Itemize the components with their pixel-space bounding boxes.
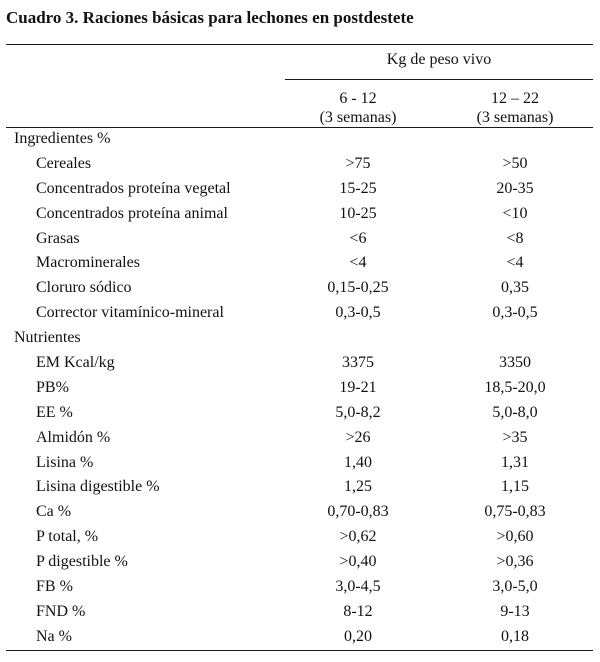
table-row: Lisina digestible % 1,25 1,15 — [6, 475, 593, 500]
value-6-12: 3,0-4,5 — [335, 578, 381, 596]
value-12-22: 3,0-5,0 — [492, 578, 538, 596]
row-label: Lisina digestible % — [36, 478, 160, 496]
row-label: Ca % — [36, 503, 72, 521]
table-row: Grasas <6 <8 — [6, 227, 593, 252]
row-label: Cloruro sódico — [36, 279, 132, 297]
value-6-12: >26 — [345, 428, 371, 446]
value-6-12: 5,0-8,2 — [335, 403, 381, 421]
table-row: EE % 5,0-8,2 5,0-8,0 — [6, 401, 593, 426]
row-label: Grasas — [36, 229, 80, 247]
value-6-12: 3375 — [342, 354, 374, 372]
top-rule — [6, 44, 593, 45]
header-rule — [6, 127, 593, 128]
value-6-12: 15-25 — [339, 179, 377, 197]
row-label: Macrominerales — [36, 254, 140, 272]
column-group-header: Kg de peso vivo — [386, 51, 492, 68]
value-6-12: 1,25 — [344, 478, 372, 496]
bottom-rule — [6, 650, 593, 651]
table-row: P digestible % >0,40 >0,36 — [6, 550, 593, 575]
table-row: Concentrados proteína animal 10-25 <10 — [6, 202, 593, 227]
table-row: Corrector vitamínico-mineral 0,3-0,5 0,3-0… — [6, 301, 593, 326]
value-6-12: >0,62 — [339, 528, 377, 546]
row-label: EM Kcal/kg — [36, 354, 115, 372]
value-12-22: 18,5-20,0 — [484, 378, 546, 396]
column-header-duration: (3 semanas) — [476, 109, 554, 126]
table-row: Macrominerales <4 <4 — [6, 251, 593, 276]
column-header-range: 12 – 22 — [491, 90, 539, 107]
section-label: Ingredientes % — [14, 130, 111, 147]
row-label: EE % — [36, 403, 73, 421]
table-row: Na % 0,20 0,18 — [6, 625, 593, 650]
row-label: PB% — [36, 378, 69, 396]
table-row: Cereales >75 >50 — [6, 152, 593, 177]
value-6-12: 0,15-0,25 — [327, 279, 389, 297]
table-row: FND % 8-12 9-13 — [6, 600, 593, 625]
table-row: Ca % 0,70-0,83 0,75-0,83 — [6, 500, 593, 525]
value-12-22: >0,36 — [496, 553, 534, 571]
value-12-22: >0,60 — [496, 528, 534, 546]
value-12-22: 1,15 — [501, 478, 529, 496]
value-6-12: 8-12 — [343, 602, 373, 620]
value-12-22: 5,0-8,0 — [492, 403, 538, 421]
table-row: Lisina % 1,40 1,31 — [6, 451, 593, 476]
table-row: PB% 19-21 18,5-20,0 — [6, 376, 593, 401]
value-6-12: 0,20 — [344, 627, 372, 645]
section-label: Nutrientes — [14, 329, 81, 347]
table-row: EM Kcal/kg 3375 3350 — [6, 351, 593, 376]
row-label: Na % — [36, 627, 72, 645]
row-label: Concentrados proteína vegetal — [36, 179, 231, 197]
row-label: FND % — [36, 602, 86, 620]
value-12-22: <4 — [506, 254, 524, 272]
value-6-12: <4 — [349, 254, 367, 272]
table-row: Cloruro sódico 0,15-0,25 0,35 — [6, 276, 593, 301]
value-12-22: <10 — [502, 204, 528, 222]
value-12-22: 0,35 — [501, 279, 529, 297]
table-row: Concentrados proteína vegetal 15-25 20-35 — [6, 177, 593, 202]
table-body: Ingredientes % Cereales >75 >50 Concentrados… — [6, 127, 593, 650]
value-12-22: <8 — [506, 229, 524, 247]
section-row: Nutrientes — [6, 326, 593, 351]
value-12-22: 0,18 — [501, 627, 529, 645]
column-group-rule — [285, 79, 593, 80]
row-label: P digestible % — [36, 553, 128, 571]
value-12-22: 9-13 — [500, 602, 530, 620]
value-6-12: >0,40 — [339, 553, 377, 571]
row-label: Cereales — [36, 154, 92, 172]
column-header-6-12: 6 - 12 (3 semanas) — [283, 89, 433, 127]
row-label: Concentrados proteína animal — [36, 204, 228, 222]
row-label: P total, % — [36, 528, 99, 546]
value-12-22: 0,3-0,5 — [492, 304, 538, 322]
value-12-22: 0,75-0,83 — [484, 503, 546, 521]
value-12-22: >35 — [502, 428, 528, 446]
row-label: Corrector vitamínico-mineral — [36, 304, 224, 322]
table-row: Almidón % >26 >35 — [6, 426, 593, 451]
table-title: Cuadro 3. Raciones básicas para lechones… — [6, 8, 414, 27]
column-header-range: 6 - 12 — [339, 90, 377, 107]
value-6-12: 19-21 — [339, 378, 377, 396]
value-6-12: 1,40 — [344, 453, 372, 471]
value-12-22: 3350 — [499, 354, 531, 372]
value-6-12: <6 — [349, 229, 367, 247]
row-label: Almidón % — [36, 428, 111, 446]
value-12-22: 1,31 — [501, 453, 529, 471]
value-12-22: 20-35 — [496, 179, 534, 197]
value-6-12: 0,3-0,5 — [335, 304, 381, 322]
value-6-12: 0,70-0,83 — [327, 503, 389, 521]
table-row: P total, % >0,62 >0,60 — [6, 525, 593, 550]
value-6-12: >75 — [345, 154, 371, 172]
table-row: FB % 3,0-4,5 3,0-5,0 — [6, 575, 593, 600]
column-header-12-22: 12 – 22 (3 semanas) — [440, 89, 590, 127]
column-header-duration: (3 semanas) — [319, 109, 397, 126]
row-label: FB % — [36, 578, 73, 596]
section-row: Ingredientes % — [6, 127, 593, 152]
row-label: Lisina % — [36, 453, 94, 471]
value-12-22: >50 — [502, 154, 528, 172]
value-6-12: 10-25 — [339, 204, 377, 222]
